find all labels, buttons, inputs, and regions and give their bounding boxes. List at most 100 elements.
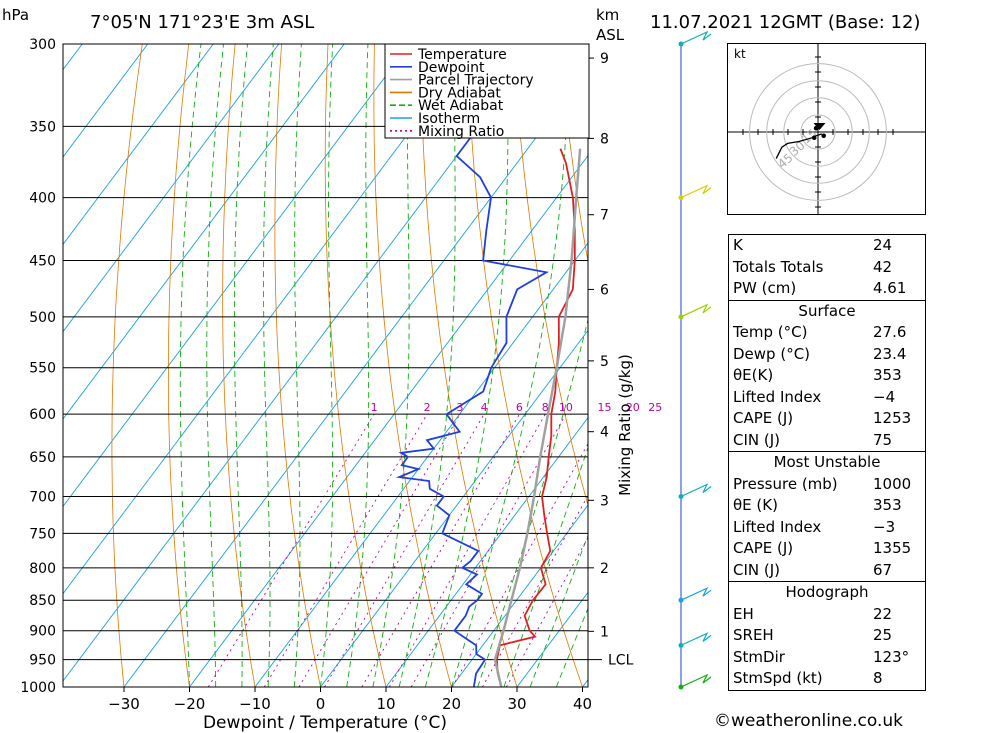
mixing-ratio-line [410,413,567,687]
km-tick-label: 2 [600,561,609,577]
mixing-ratio-axis-title: Mixing Ratio (g/kg) [616,354,634,496]
mixing-ratio-label: 10 [559,401,573,414]
footer-copyright[interactable]: ©weatheronline.co.uk [714,711,904,731]
hodograph-trace [775,133,823,159]
dry-adiabat-line [274,44,321,687]
pressure-tick-label: 750 [29,526,56,542]
pressure-tick-label: 900 [29,624,56,640]
index-row-k: K 24 [733,236,893,254]
pressure-tick-label: 600 [29,407,56,423]
km-tick-label: 5 [600,354,609,370]
profiles [395,44,582,687]
mixing-ratio-line [361,413,520,687]
surface-row: CIN (J) 75 [733,430,893,449]
dry-adiabat-line [222,44,256,687]
x-tick-label: 0 [316,695,326,713]
hodograph-header: Hodograph [729,581,925,604]
isotherm-line [0,44,17,687]
height-unit-asl: ASL [596,26,625,44]
storm-motion-marker [813,123,826,130]
most-unstable-row: CIN (J) 67 [733,560,893,579]
temperature-line [495,148,576,687]
pressure-tick-label: 850 [29,593,56,609]
mixing-ratio-label: 6 [516,401,523,414]
isotherm-line [385,416,588,687]
km-tick-label: 1 [600,624,609,640]
isotherm-line [63,44,476,595]
x-tick-label: 40 [573,695,592,713]
km-tick-label: 6 [600,282,609,298]
mixing-ratio-label: 1 [371,401,378,414]
index-row-totals: Totals Totals 42 [733,257,893,276]
dewpoint-line [395,44,549,687]
wind-barb [680,184,712,199]
wet-adiabat-line [293,44,302,687]
legend-entry: Dewpoint [418,60,485,76]
legend-entry: Parcel Trajectory [418,73,534,89]
mixing-ratio-labels: 1 2 3 4 6 8 10 15 20 25 [371,401,663,414]
pressure-tick-label: 550 [29,361,56,377]
wind-barb [680,30,712,45]
hodograph-row: StmDir 123° [733,647,910,666]
wet-adiabat-line [372,44,410,687]
wet-adiabat-line [424,44,509,687]
mixing-ratio-label: 20 [626,401,640,414]
pressure-tick-label: 400 [29,191,56,207]
isotherm-line [451,504,588,687]
mixing-ratio-line [298,413,461,687]
mixing-ratio-label: 2 [424,401,431,414]
mixing-ratio-line [451,442,588,687]
wind-barb [680,586,712,601]
x-axis-title: Dewpoint / Temperature (°C) [203,713,447,733]
legend-entry: Isotherm [418,111,480,127]
mixing-ratio-label: 4 [481,401,488,414]
isotherm-line [254,242,588,687]
wet-adiabat-line [320,44,334,687]
surface-row: Temp (°C) 27.6 [733,323,907,341]
hodograph-row: StmSpd (kt) 8 [733,669,883,687]
hodograph-row: EH 22 [733,604,893,623]
pressure-tick-label: 700 [29,490,56,506]
km-tick-label: 8 [600,131,609,147]
isotherm-line [189,154,588,687]
pressure-tick-label: 1000 [20,680,56,696]
isotherm-line [63,44,214,246]
indices-table: K 24 Totals Totals 42 PW (cm) 4.61 Surface … [728,234,926,691]
legend-entry: Temperature [417,47,507,63]
dry-adiabat-line [978,44,1000,687]
pressure-tick-label: 500 [29,310,56,326]
isotherm-line [63,44,280,333]
legend-entry: Wet Adiabat [418,98,504,114]
dry-adiabat-line [324,44,387,687]
wind-barb [680,303,712,318]
mixing-ratio-line [482,494,588,687]
legend-box [384,43,590,139]
isotherm-line [63,44,149,158]
pressure-tick-label: 450 [29,254,56,270]
most-unstable-header: Most Unstable [729,451,925,474]
mixing-ratio-label: 15 [598,401,612,414]
location-title: 7°05'N 171°23'E 3m ASL [90,12,314,33]
legend-entry: Dry Adiabat [418,85,501,101]
surface-row: Lifted Index −4 [733,387,896,406]
plot-frame [62,43,589,688]
dry-adiabat-line [373,44,452,687]
wet-adiabat-line [555,607,588,687]
mixing-ratio-line [263,413,428,687]
hodograph-panel: kt 15 30 45 [727,43,926,215]
hodograph-ring [749,63,887,201]
pressure-tick-label: 800 [29,561,56,577]
hodograph-unit: kt [734,47,746,61]
surface-row: θE(K) 353 [733,366,902,384]
mixing-ratio-label: 3 [456,401,463,414]
wet-adiabat-line [206,44,224,687]
x-tick-label: 30 [507,695,526,713]
dry-adiabat-line [466,44,583,687]
pressure-tick-label: 300 [29,37,56,53]
hodograph-marker [821,133,826,139]
surface-row: Dewp (°C) 23.4 [733,344,907,363]
surface-header: Surface [729,299,925,323]
wind-barb [680,673,712,688]
pressure-tick-label: 650 [29,450,56,466]
